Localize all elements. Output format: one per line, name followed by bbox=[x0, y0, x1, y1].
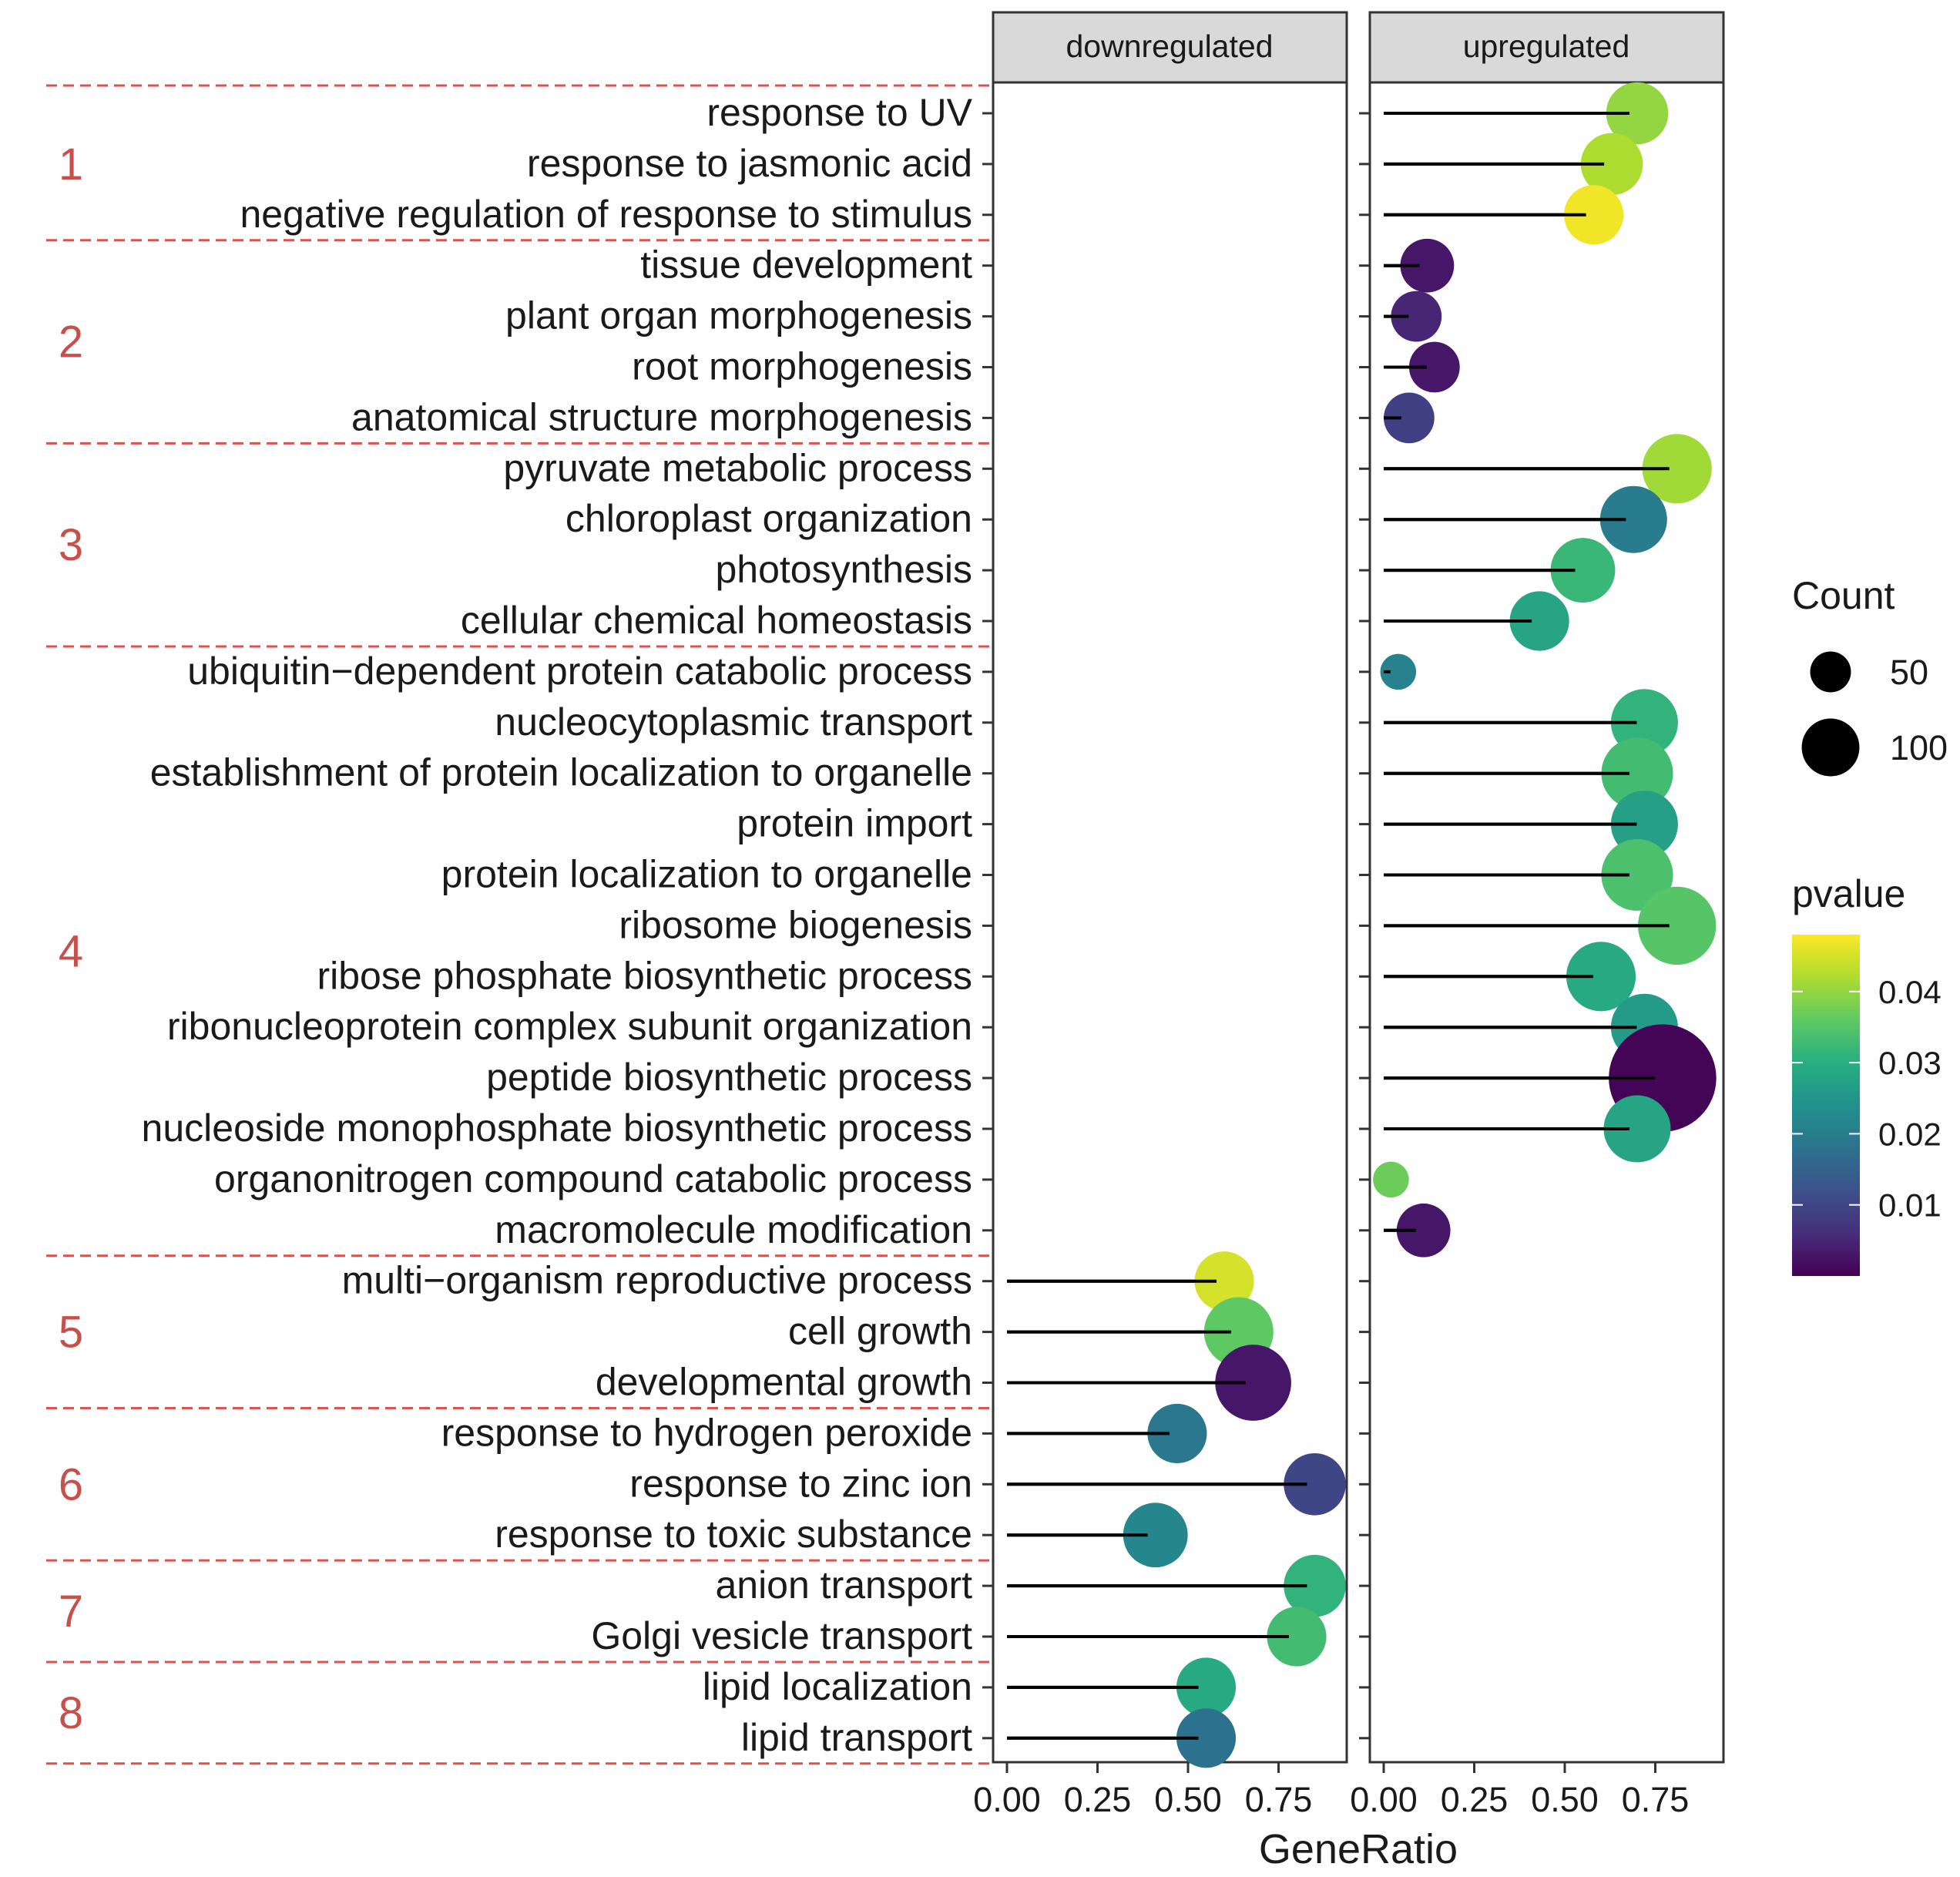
dot bbox=[1603, 1095, 1671, 1163]
dot bbox=[1123, 1503, 1188, 1568]
group-number-label: 3 bbox=[59, 520, 83, 570]
color-legend-title: pvalue bbox=[1792, 872, 1905, 915]
color-legend-bar bbox=[1792, 935, 1860, 1276]
y-tick-label: response to UV bbox=[706, 91, 972, 134]
y-tick-label: plant organ morphogenesis bbox=[505, 294, 972, 337]
facet-label-downregulated: downregulated bbox=[1066, 29, 1274, 64]
y-tick-label: peptide biosynthetic process bbox=[486, 1056, 972, 1099]
y-tick-label: developmental growth bbox=[596, 1361, 972, 1404]
size-legend-label: 50 bbox=[1890, 653, 1928, 692]
x-tick-label: 0.25 bbox=[1064, 1780, 1132, 1819]
facet-label-upregulated: upregulated bbox=[1463, 29, 1630, 64]
size-legend-key bbox=[1801, 718, 1860, 777]
y-tick-label: ribosome biogenesis bbox=[619, 903, 972, 946]
group-number-label: 5 bbox=[59, 1308, 83, 1358]
group-number-label: 4 bbox=[59, 926, 83, 976]
y-tick-label: response to hydrogen peroxide bbox=[441, 1411, 972, 1454]
dot bbox=[1384, 392, 1435, 444]
color-legend-label: 0.03 bbox=[1878, 1045, 1942, 1081]
dot bbox=[1176, 1657, 1237, 1718]
dot bbox=[1284, 1554, 1346, 1617]
color-legend-label: 0.02 bbox=[1878, 1116, 1942, 1152]
dot bbox=[1550, 538, 1616, 603]
dot bbox=[1194, 1251, 1254, 1311]
y-tick-label: ribonucleoprotein complex subunit organi… bbox=[167, 1005, 972, 1048]
y-tick-label: cell growth bbox=[788, 1310, 972, 1353]
dot bbox=[1400, 238, 1455, 293]
size-legend-title: Count bbox=[1792, 574, 1895, 617]
group-number-label: 1 bbox=[59, 139, 83, 190]
x-tick-label: 0.00 bbox=[1350, 1780, 1418, 1819]
dot bbox=[1566, 942, 1636, 1012]
y-tick-label: lipid localization bbox=[703, 1665, 972, 1708]
y-tick-label: nucleocytoplasmic transport bbox=[495, 700, 972, 744]
size-legend-label: 100 bbox=[1890, 728, 1948, 767]
x-tick-label: 0.00 bbox=[973, 1780, 1041, 1819]
y-tick-label: establishment of protein localization to… bbox=[150, 751, 972, 794]
y-tick-label: Golgi vesicle transport bbox=[591, 1614, 972, 1657]
y-tick-label: nucleoside monophosphate biosynthetic pr… bbox=[142, 1106, 972, 1150]
y-tick-label: protein localization to organelle bbox=[441, 853, 972, 896]
x-tick-label: 0.75 bbox=[1622, 1780, 1690, 1819]
dot bbox=[1215, 1345, 1291, 1421]
panel-upregulated-strip bbox=[1368, 11, 1725, 84]
y-tick-label: ubiquitin−dependent protein catabolic pr… bbox=[187, 650, 972, 693]
y-tick-label: response to zinc ion bbox=[629, 1462, 972, 1505]
dot bbox=[1601, 838, 1673, 912]
group-number-label: 2 bbox=[59, 317, 83, 368]
x-axis-title: GeneRatio bbox=[1259, 1826, 1458, 1872]
dot bbox=[1601, 737, 1673, 810]
dot bbox=[1396, 1203, 1451, 1257]
y-tick-label: response to toxic substance bbox=[495, 1513, 972, 1556]
dot bbox=[1580, 133, 1643, 196]
group-number-label: 8 bbox=[59, 1688, 83, 1738]
dot bbox=[1606, 82, 1669, 145]
dot bbox=[1147, 1403, 1207, 1463]
x-tick-label: 0.25 bbox=[1441, 1780, 1509, 1819]
y-tick-label: cellular chemical homeostasis bbox=[461, 599, 972, 642]
dot bbox=[1642, 434, 1712, 504]
dot bbox=[1408, 341, 1460, 393]
y-tick-label: anion transport bbox=[715, 1563, 972, 1607]
y-tick-label: protein import bbox=[737, 802, 972, 845]
group-number-label: 7 bbox=[59, 1587, 83, 1637]
y-tick-label: multi−organism reproductive process bbox=[342, 1259, 972, 1302]
size-legend-key bbox=[1810, 651, 1851, 693]
dot bbox=[1564, 185, 1624, 245]
y-tick-label: negative regulation of response to stimu… bbox=[240, 193, 972, 236]
y-tick-label: macromolecule modification bbox=[495, 1208, 972, 1251]
y-tick-label: lipid transport bbox=[741, 1716, 972, 1759]
y-tick-label: organonitrogen compound catabolic proces… bbox=[214, 1157, 972, 1200]
x-tick-label: 0.75 bbox=[1245, 1780, 1313, 1819]
dot bbox=[1176, 1708, 1237, 1768]
y-tick-label: root morphogenesis bbox=[632, 345, 972, 388]
dot bbox=[1509, 591, 1569, 651]
y-tick-label: anatomical structure morphogenesis bbox=[351, 395, 972, 438]
dot bbox=[1380, 653, 1417, 690]
dot bbox=[1391, 290, 1442, 342]
group-number-label: 6 bbox=[59, 1459, 83, 1509]
dot bbox=[1373, 1161, 1409, 1198]
dot bbox=[1638, 886, 1717, 965]
color-legend-label: 0.04 bbox=[1878, 974, 1942, 1010]
dot bbox=[1267, 1607, 1327, 1667]
dot bbox=[1284, 1453, 1346, 1516]
y-tick-label: response to jasmonic acid bbox=[527, 142, 972, 185]
y-tick-label: ribose phosphate biosynthetic process bbox=[317, 954, 972, 997]
y-tick-label: tissue development bbox=[640, 243, 972, 287]
color-legend-label: 0.01 bbox=[1878, 1187, 1942, 1224]
panel-downregulated-strip bbox=[992, 11, 1348, 84]
y-tick-label: chloroplast organization bbox=[566, 497, 972, 540]
dot bbox=[1599, 485, 1667, 553]
y-tick-label: photosynthesis bbox=[715, 548, 972, 591]
y-tick-label: pyruvate metabolic process bbox=[503, 446, 972, 489]
x-tick-label: 0.50 bbox=[1154, 1780, 1222, 1819]
x-tick-label: 0.50 bbox=[1531, 1780, 1599, 1819]
